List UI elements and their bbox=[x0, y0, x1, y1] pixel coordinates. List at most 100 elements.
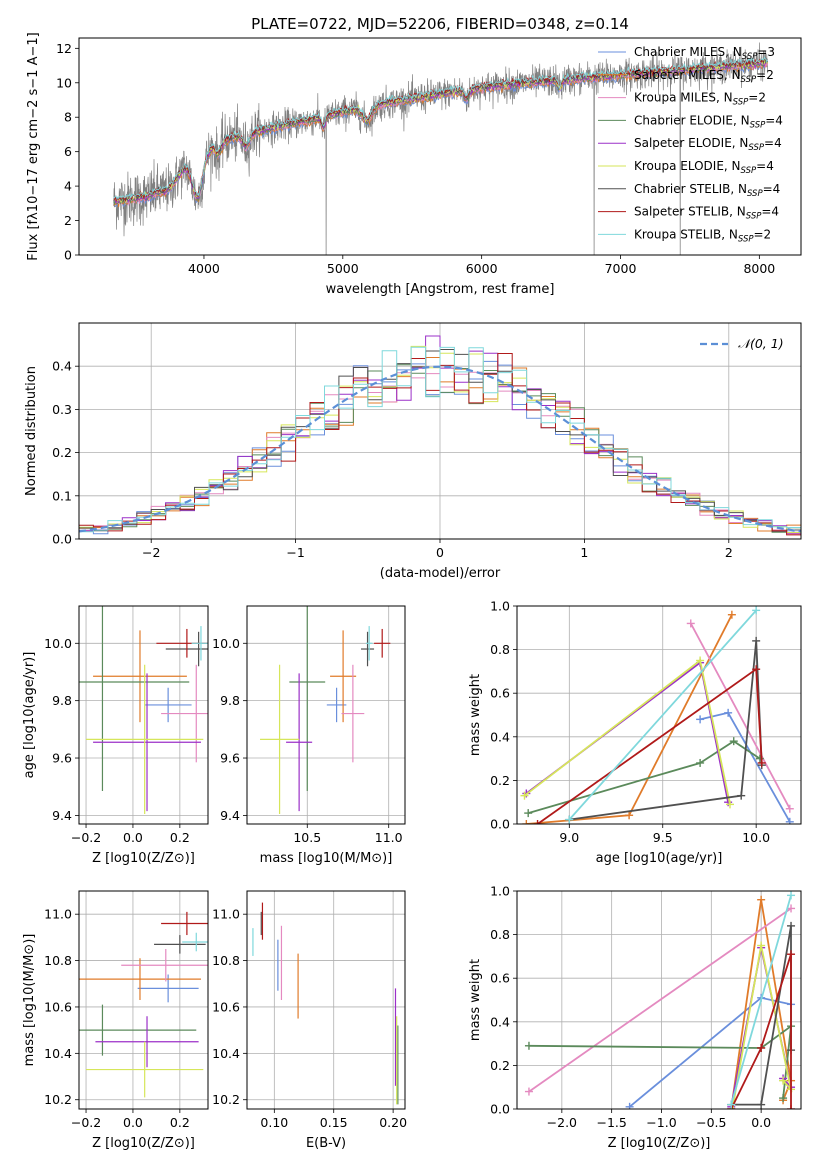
weight-line-kroupa-stelib bbox=[727, 891, 796, 1109]
y-tick-label: 1.0 bbox=[490, 884, 510, 899]
plus-marker bbox=[787, 950, 796, 959]
weight-line-kroupa-stelib bbox=[565, 606, 761, 824]
errorbar-chabrier-elodie bbox=[79, 1004, 197, 1056]
y-tick-label: 0.4 bbox=[490, 729, 510, 744]
y-axis-label: mass [log10(M/M⊙)] bbox=[22, 934, 37, 1067]
plus-marker bbox=[737, 791, 746, 800]
errorbar-chabrier-stelib bbox=[165, 631, 208, 667]
errorbar-kroupa-elodie bbox=[86, 664, 204, 814]
y-tick-label: 10.2 bbox=[212, 1092, 240, 1107]
plot-frame bbox=[78, 322, 802, 540]
x-axis-label: age [log10(age/yr)] bbox=[596, 851, 723, 866]
y-tick-label: 0 bbox=[64, 248, 72, 263]
errorbar-chabrier-miles bbox=[144, 687, 192, 723]
x-tick-label: 5000 bbox=[327, 261, 359, 276]
y-axis-label: mass weight bbox=[468, 959, 483, 1041]
errorbar-salpeter-elodie bbox=[286, 673, 313, 812]
residuals-panel: −2 −1 0 1 2 0.0 0.1 0.2 0.3 0.4 (data-model)/error… bbox=[24, 322, 802, 581]
x-tick-label: 9.0 bbox=[559, 830, 579, 845]
errorbar-salpeter-elodie bbox=[93, 673, 201, 812]
x-tick-label: −0.5 bbox=[696, 1115, 726, 1130]
x-tick-label: 2 bbox=[725, 545, 733, 560]
plus-marker bbox=[696, 656, 705, 665]
errorbar-kroupa-stelib bbox=[191, 626, 208, 661]
y-axis-label: Normed distribution bbox=[24, 366, 39, 496]
weight-polyline bbox=[527, 740, 761, 814]
plus-marker bbox=[696, 758, 705, 767]
weight-vs-age-panel: 9.0 9.5 10.0 0.0 0.2 0.4 0.6 0.8 1.0 age [log10(a… bbox=[468, 599, 802, 866]
plus-marker bbox=[787, 891, 796, 900]
y-tick-label: 9.8 bbox=[52, 693, 72, 708]
x-tick-label: 0.20 bbox=[379, 1115, 407, 1130]
plus-marker bbox=[625, 1102, 634, 1109]
plus-marker bbox=[533, 820, 542, 824]
y-tick-label: 10.2 bbox=[44, 1092, 72, 1107]
plus-marker bbox=[752, 606, 761, 615]
errorbar-kroupa-miles bbox=[161, 664, 208, 763]
plus-marker bbox=[565, 815, 574, 824]
errorbar-kroupa-stelib bbox=[365, 626, 373, 661]
errorbar-kroupa-elodie bbox=[86, 1041, 204, 1098]
weight-vs-metallicity-panel: −2.0 −1.5 −1.0 −0.5 0.0 0.0 0.2 0.4 0.6 0.8 1.0 Z [… bbox=[468, 884, 802, 1151]
weight-polyline bbox=[730, 899, 792, 1109]
plus-marker bbox=[757, 758, 766, 767]
x-tick-label: −2.0 bbox=[547, 1115, 577, 1130]
x-axis-label: mass [log10(M/M⊙)] bbox=[260, 851, 393, 866]
x-axis-label: Z [log10(Z/Z⊙)] bbox=[92, 851, 195, 866]
x-tick-label: 0.2 bbox=[170, 830, 190, 845]
legend-label: Kroupa ELODIE, NSSP=4 bbox=[634, 159, 774, 176]
y-axis-label: mass weight bbox=[468, 674, 483, 756]
y-tick-label: 6 bbox=[64, 144, 72, 159]
plus-marker bbox=[724, 708, 733, 717]
legend-label: Salpeter ELODIE, NSSP=4 bbox=[634, 136, 782, 153]
x-tick-label: 9.5 bbox=[653, 830, 673, 845]
y-tick-label: 10.4 bbox=[212, 1046, 240, 1061]
weight-line-kroupa-miles bbox=[524, 904, 796, 1096]
y-tick-label: 10 bbox=[56, 75, 72, 90]
plus-marker bbox=[752, 636, 761, 645]
x-tick-label: 0.10 bbox=[260, 1115, 288, 1130]
plot-frame bbox=[246, 605, 406, 825]
y-tick-label: 0.2 bbox=[52, 445, 72, 460]
plot-frame bbox=[246, 890, 406, 1110]
plot-frame bbox=[78, 37, 802, 256]
x-tick-label: 0.15 bbox=[320, 1115, 348, 1130]
y-tick-label: 10.8 bbox=[44, 953, 72, 968]
weight-line-chabrier-miles bbox=[696, 708, 794, 824]
x-tick-label: 0.0 bbox=[751, 1115, 771, 1130]
y-tick-label: 9.6 bbox=[52, 751, 72, 766]
x-tick-label: 0 bbox=[436, 545, 444, 560]
x-tick-label: 0.2 bbox=[170, 1115, 190, 1130]
x-tick-label: 8000 bbox=[743, 261, 775, 276]
y-tick-label: 12 bbox=[56, 41, 72, 56]
plus-marker bbox=[522, 820, 531, 824]
age-vs-mass-panel: 10.5 11.0 9.4 9.6 9.8 10.0 mass [log10(M/M⊙)] bbox=[212, 605, 406, 866]
x-tick-label: 1 bbox=[580, 545, 588, 560]
age-vs-metallicity-panel: −0.2 0.0 0.2 9.4 9.6 9.8 10.0 Z [log10(Z/Z⊙)] ag… bbox=[22, 605, 209, 866]
plus-marker bbox=[779, 1094, 788, 1103]
y-axis-label: age [log10(age/yr)] bbox=[22, 652, 37, 779]
y-tick-label: 8 bbox=[64, 110, 72, 125]
y-tick-label: 11.0 bbox=[44, 907, 72, 922]
errorbar-kroupa-miles bbox=[121, 948, 208, 982]
weight-polyline bbox=[528, 907, 792, 1093]
errorbar-kroupa-miles bbox=[341, 664, 365, 763]
plus-marker bbox=[757, 941, 766, 950]
x-tick-label: −2 bbox=[142, 545, 160, 560]
x-tick-label: 7000 bbox=[605, 261, 637, 276]
errorbar-chabrier-elodie bbox=[289, 606, 326, 792]
y-tick-label: 10.6 bbox=[44, 999, 72, 1014]
plus-marker bbox=[524, 1041, 533, 1050]
x-axis-label: (data-model)/error bbox=[380, 566, 501, 581]
y-tick-label: 0.2 bbox=[490, 773, 510, 788]
y-tick-label: 2 bbox=[64, 213, 72, 228]
plus-marker bbox=[729, 737, 738, 746]
legend-label: Chabrier MILES, NSSP=3 bbox=[634, 45, 775, 62]
x-tick-label: −1.5 bbox=[596, 1115, 626, 1130]
spectrum-legend: Chabrier MILES, NSSP=3 Salpeter MILES, NS… bbox=[598, 45, 783, 244]
plus-marker bbox=[686, 619, 695, 628]
plus-marker bbox=[726, 800, 734, 809]
figure-title: PLATE=0722, MJD=52206, FIBERID=0348, z=0… bbox=[251, 15, 629, 33]
y-tick-label: 0.2 bbox=[490, 1058, 510, 1073]
legend-label: Kroupa MILES, NSSP=2 bbox=[634, 91, 766, 108]
